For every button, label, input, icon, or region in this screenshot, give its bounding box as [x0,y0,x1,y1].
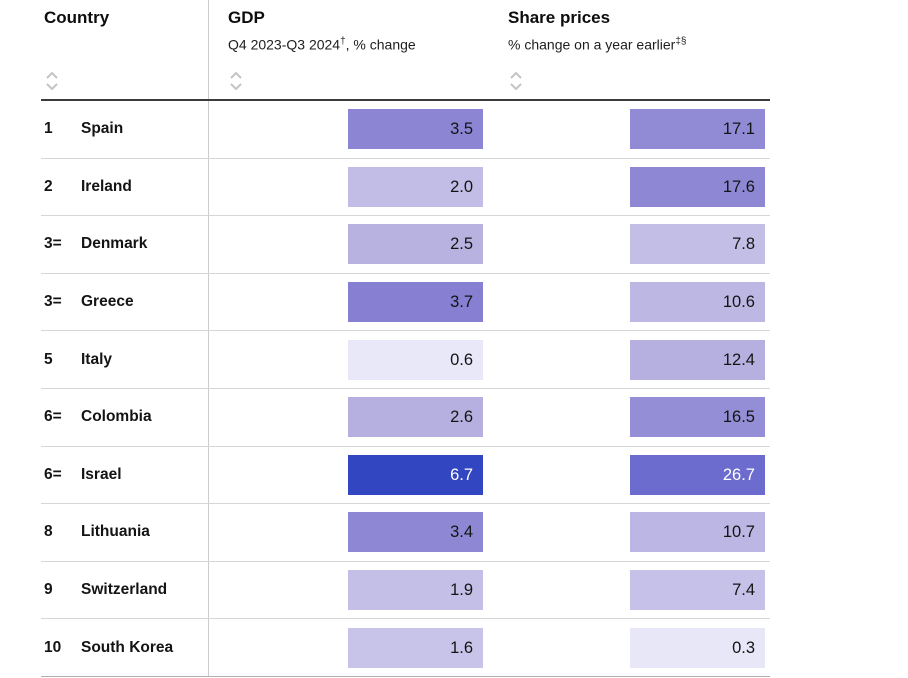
gdp-value-cell: 2.6 [348,397,483,438]
country-column-title: Country [44,8,110,27]
gdp-cell: 0.6 [208,331,488,388]
gdp-cell: 3.7 [208,273,488,331]
table-row: 2 Ireland 2.0 17.6 [41,158,770,217]
column-header-gdp: GDP Q4 2023-Q3 2024†, % change [208,0,488,99]
share-value-cell: 17.1 [630,109,765,150]
share-cell: 26.7 [488,447,770,504]
table-row: 6= Colombia 2.6 16.5 [41,388,770,447]
country-label: Colombia [81,408,152,426]
country-label: Lithuania [81,523,150,541]
gdp-value-cell: 1.6 [348,627,483,668]
gdp-column-title: GDP [228,8,265,27]
gdp-cell: 3.5 [208,101,488,158]
gdp-cell: 3.4 [208,504,488,561]
sort-icon-share-prices[interactable] [508,71,524,91]
country-label: Greece [81,293,134,311]
gdp-value-cell: 6.7 [348,454,483,495]
country-label: South Korea [81,638,174,656]
gdp-column-subtitle: Q4 2023-Q3 2024†, % change [228,36,416,53]
share-cell: 7.8 [488,216,770,273]
table-header: Country GDP Q4 2023-Q3 2024†, % change [41,0,770,101]
share-value-cell: 26.7 [630,454,765,495]
gdp-cell: 2.0 [208,158,488,216]
share-footnote-marker: ‡§ [675,36,687,47]
rank-label: 6= [44,465,62,483]
share-cell: 0.3 [488,619,770,676]
gdp-value-cell: 3.5 [348,109,483,150]
table-row: 8 Lithuania 3.4 10.7 [41,504,770,562]
gdp-cell: 1.9 [208,561,488,619]
share-cell: 10.6 [488,274,770,331]
rank-label: 9 [44,581,53,599]
table-row: 1 Spain 3.5 17.1 [41,101,770,159]
rank-label: 2 [44,177,53,195]
country-label: Israel [81,465,122,483]
rank-label: 10 [44,638,62,656]
gdp-value-cell: 0.6 [348,339,483,380]
share-value-cell: 0.3 [630,627,765,668]
rank-label: 6= [44,408,62,426]
share-value-cell: 7.8 [630,224,765,265]
gdp-value-cell: 1.9 [348,570,483,611]
table-row: 3= Denmark 2.5 7.8 [41,216,770,274]
sort-icon-country[interactable] [44,71,60,91]
column-header-share-prices: Share prices % change on a year earlier‡… [488,0,770,99]
country-label: Denmark [81,235,148,253]
table-row: 3= Greece 3.7 10.6 [41,273,770,332]
gdp-value-cell: 2.0 [348,166,483,207]
country-label: Italy [81,350,113,368]
country-label: Switzerland [81,581,168,599]
share-cell: 17.6 [488,159,770,216]
table-row: 10 South Korea 1.6 0.3 [41,619,770,677]
table-row: 6= Israel 6.7 26.7 [41,446,770,505]
sort-icon-gdp[interactable] [228,71,244,91]
share-cell: 10.7 [488,504,770,561]
share-value-cell: 12.4 [630,339,765,380]
country-label: Spain [81,120,124,138]
gdp-value-cell: 2.5 [348,224,483,265]
share-value-cell: 17.6 [630,166,765,207]
share-value-cell: 16.5 [630,397,765,438]
share-cell: 12.4 [488,331,770,388]
rank-label: 3= [44,235,62,253]
share-cell: 17.1 [488,101,770,158]
table-row: 5 Italy 0.6 12.4 [41,331,770,389]
column-header-country: Country [41,0,208,99]
share-value-cell: 7.4 [630,570,765,611]
rank-label: 8 [44,523,53,541]
share-cell: 16.5 [488,389,770,446]
gdp-cell: 2.5 [208,216,488,273]
gdp-cell: 2.6 [208,388,488,446]
share-prices-column-title: Share prices [508,8,611,27]
rank-label: 3= [44,293,62,311]
gdp-cell: 1.6 [208,619,488,676]
table-row: 9 Switzerland 1.9 7.4 [41,561,770,620]
country-ranking-table: Country GDP Q4 2023-Q3 2024†, % change [41,0,770,677]
share-cell: 7.4 [488,562,770,619]
gdp-value-cell: 3.7 [348,282,483,323]
share-value-cell: 10.7 [630,512,765,553]
country-label: Ireland [81,177,132,195]
rank-label: 1 [44,120,53,138]
gdp-value-cell: 3.4 [348,512,483,553]
rank-label: 5 [44,350,53,368]
gdp-footnote-marker: † [340,36,346,47]
gdp-cell: 6.7 [208,446,488,504]
share-prices-column-subtitle: % change on a year earlier‡§ [508,36,687,53]
share-value-cell: 10.6 [630,282,765,323]
